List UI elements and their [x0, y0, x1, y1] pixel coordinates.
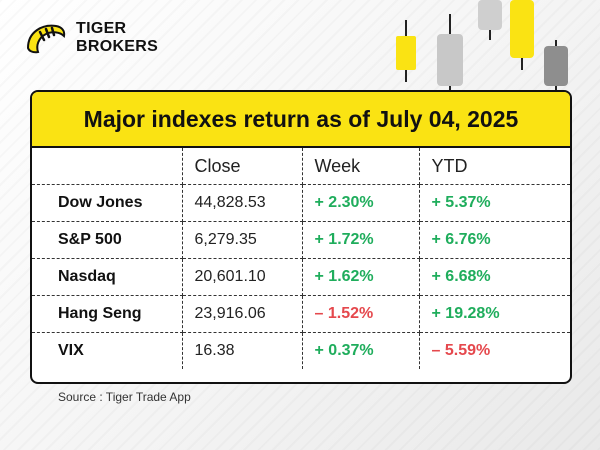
candlestick-decoration-icon	[396, 0, 568, 100]
week-return: + 0.37%	[301, 332, 420, 369]
table-row: Dow Jones 44,828.53 + 2.30% + 5.37%	[32, 184, 570, 222]
week-return: + 1.62%	[301, 258, 420, 296]
index-name: VIX	[32, 332, 183, 369]
close-value: 23,916.06	[181, 295, 303, 333]
close-value: 16.38	[181, 332, 303, 369]
week-return: – 1.52%	[301, 295, 420, 333]
header-week: Week	[301, 148, 420, 185]
index-name: Hang Seng	[32, 295, 183, 333]
brand-name-line1: TIGER	[76, 20, 127, 37]
brand-logo: TIGER BROKERS	[24, 18, 158, 58]
week-return: + 2.30%	[301, 184, 420, 222]
tiger-logo-icon	[26, 24, 66, 54]
table-row: VIX 16.38 + 0.37% – 5.59%	[32, 332, 570, 369]
index-name: S&P 500	[32, 221, 183, 259]
header-close: Close	[181, 148, 303, 185]
ytd-return: – 5.59%	[418, 332, 570, 369]
returns-card: Major indexes return as of July 04, 2025…	[30, 90, 572, 384]
table-row: Nasdaq 20,601.10 + 1.62% + 6.68%	[32, 258, 570, 296]
table-header-row: Close Week YTD	[32, 148, 570, 185]
close-value: 6,279.35	[181, 221, 303, 259]
card-title: Major indexes return as of July 04, 2025	[32, 92, 570, 148]
source-note: Source : Tiger Trade App	[58, 390, 191, 404]
table-row: Hang Seng 23,916.06 – 1.52% + 19.28%	[32, 295, 570, 333]
ytd-return: + 6.76%	[418, 221, 570, 259]
ytd-return: + 19.28%	[418, 295, 570, 333]
brand-name-line2: BROKERS	[76, 38, 159, 55]
close-value: 20,601.10	[181, 258, 303, 296]
table-row: S&P 500 6,279.35 + 1.72% + 6.76%	[32, 221, 570, 259]
returns-table: Close Week YTD Dow Jones 44,828.53 + 2.3…	[32, 148, 570, 369]
index-name: Dow Jones	[32, 184, 183, 222]
ytd-return: + 6.68%	[418, 258, 570, 296]
header-ytd: YTD	[418, 148, 570, 185]
index-name: Nasdaq	[32, 258, 183, 296]
close-value: 44,828.53	[181, 184, 303, 222]
week-return: + 1.72%	[301, 221, 420, 259]
ytd-return: + 5.37%	[418, 184, 570, 222]
header-index	[32, 148, 183, 185]
